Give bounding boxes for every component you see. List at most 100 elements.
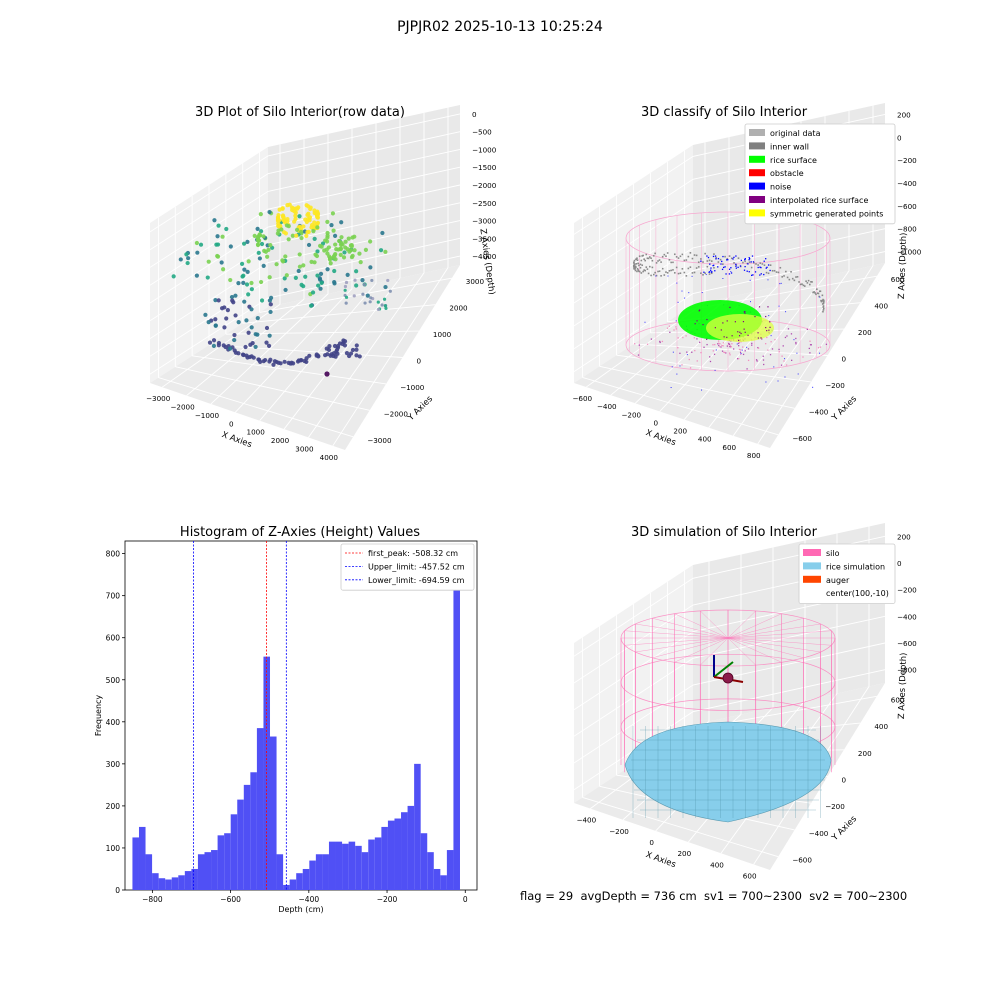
inner-wall-point [693,254,696,256]
histogram-bar [401,812,408,890]
inner-wall-point [730,257,733,260]
silo-wire [727,610,756,639]
inner-wall-point [644,259,646,262]
inner-wall-point [791,277,794,280]
data-point [242,267,247,272]
data-point [249,325,254,330]
data-point [265,254,270,259]
x-tick-label: 400 [698,435,712,444]
data-point [312,236,317,241]
data-point [344,295,349,299]
y-axis-label: Frequency [94,695,103,737]
inner-wall-point [813,291,815,293]
interpolated-point [696,320,698,322]
noise-point [812,386,814,388]
data-point [380,303,384,307]
legend-swatch [749,155,765,163]
interpolated-point [740,332,742,335]
inner-wall-point [748,261,751,263]
data-point [224,226,229,232]
interpolated-point [729,306,731,309]
data-point [229,294,235,300]
data-point [297,224,302,229]
histogram-bar [270,736,277,890]
symmetric-point [691,351,693,353]
data-point [264,325,270,331]
noise-point [672,351,674,353]
inner-wall-point [767,272,770,275]
noise-point [757,266,759,269]
data-point [325,267,330,272]
inner-wall-point [819,290,822,293]
symmetric-point [809,344,812,346]
inner-wall-point [697,261,700,264]
inner-wall-point [679,272,682,275]
data-point [303,274,308,279]
inner-wall-point [685,275,688,277]
data-point [352,248,357,253]
interpolated-point [699,309,701,311]
grid-line [149,220,461,339]
silo-wire [727,613,782,639]
data-point [194,240,200,246]
z-axis-label: Z Axies (Depth) [897,652,909,719]
data-point [266,343,272,348]
noise-point [726,259,728,261]
inner-wall-point [657,260,659,262]
inner-wall-point [822,307,825,310]
inner-wall-point [693,271,696,274]
symmetric-point [693,337,696,339]
y-tick-label: 0 [842,355,847,364]
inner-wall-point [812,291,814,294]
symmetric-point [778,351,780,353]
inner-wall-point [763,264,766,267]
symmetric-point [795,341,797,344]
data-point [330,211,336,216]
interpolated-point [723,336,725,338]
data-point [343,239,348,244]
legend-label: center(100,-10) [826,589,889,598]
data-point [216,343,221,348]
noise-point [701,389,703,391]
data-point [331,255,336,260]
inner-wall-point [710,272,713,275]
x-tick-label: 1000 [247,428,266,437]
noise-point [779,283,781,285]
symmetric-point [766,336,768,339]
symmetric-point [673,329,675,331]
legend-swatch [749,129,765,136]
y-tick-label: 500 [106,676,121,685]
noise-point [767,279,769,281]
data-point [236,319,241,325]
legend-swatch [749,196,765,203]
data-point [299,235,304,241]
noise-point [748,271,750,273]
inner-wall-point [675,266,678,269]
noise-point [751,274,753,277]
symmetric-point [714,343,716,346]
y-tick-label: 400 [106,718,121,727]
y-tick-label: 1000 [433,330,452,339]
interpolated-point [726,336,728,338]
interpolated-point [742,321,745,323]
noise-point [763,273,765,276]
data-point [363,247,369,252]
z-tick-label: −3500 [472,234,497,243]
z-axis-label: Z Axies (Depth) [897,232,909,299]
symmetric-point [677,347,679,349]
data-point [308,303,314,308]
inner-wall-point [681,253,684,256]
noise-point [741,349,743,351]
inner-wall-point [634,266,636,269]
noise-point [721,268,724,271]
silo-wire [727,637,832,646]
inner-wall-point [822,309,825,311]
symmetric-point [718,342,720,344]
noise-point [752,261,755,263]
noise-point [744,259,746,261]
data-point [311,229,316,234]
data-point [324,247,329,252]
data-point [312,208,317,213]
inner-wall-point [652,273,655,276]
